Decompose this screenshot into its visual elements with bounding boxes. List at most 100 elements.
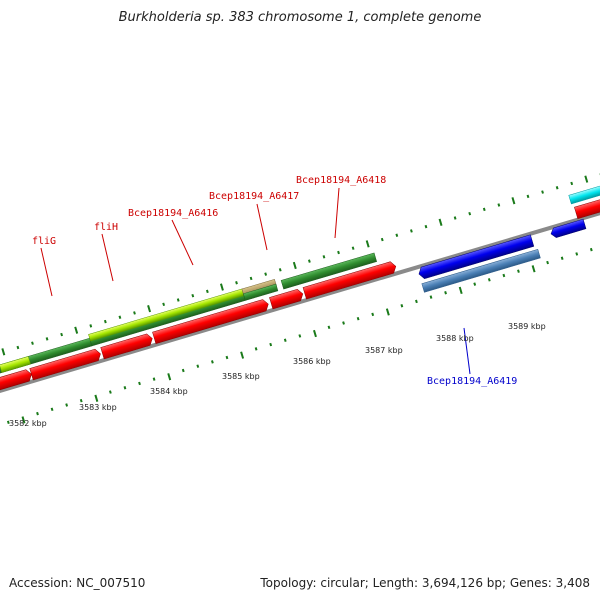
- cds-forward-3: [100, 333, 153, 360]
- tick-mark-bottom: [94, 394, 99, 402]
- tick-mark-top: [541, 190, 544, 194]
- tick-mark-bottom: [152, 377, 156, 381]
- tick-mark-bottom: [502, 273, 506, 278]
- tick-mark-top: [438, 218, 443, 226]
- tick-mark-bottom: [371, 312, 375, 317]
- tick-mark-top: [424, 224, 428, 229]
- tick-mark-top: [74, 326, 79, 334]
- tick-mark-bottom: [108, 390, 112, 394]
- tick-label: 3587 kbp: [365, 346, 403, 355]
- tick-mark-bottom: [254, 347, 258, 351]
- tick-mark-top: [176, 298, 180, 302]
- tick-mark-top: [133, 311, 136, 315]
- tick-mark-top: [89, 324, 93, 328]
- gene-label: Bcep18194_A6416: [128, 208, 218, 219]
- gene-cyan: [568, 183, 600, 205]
- tick-labels: 3582 kbp 3583 kbp 3584 kbp 3585 kbp 3586 kbp…: [9, 322, 546, 428]
- tick-mark-top: [337, 250, 340, 255]
- tick-label: 3589 kbp: [508, 322, 546, 331]
- tick-mark-top: [365, 240, 370, 248]
- tick-mark-top: [45, 337, 49, 341]
- tick-mark-bottom: [415, 299, 418, 304]
- tick-row-forward: [1, 173, 600, 356]
- tick-mark-top: [497, 203, 501, 207]
- cds-reverse-2: [550, 218, 587, 238]
- tick-mark-bottom: [36, 411, 39, 416]
- tick-mark-top: [16, 345, 20, 350]
- tick-mark-bottom: [50, 407, 54, 412]
- tick-mark-bottom: [313, 329, 317, 338]
- tick-mark-top: [453, 216, 457, 220]
- tick-mark-top: [482, 207, 486, 212]
- tick-mark-top: [219, 283, 224, 291]
- tick-mark-top: [555, 186, 559, 190]
- tick-label: 3584 kbp: [150, 387, 188, 396]
- tick-mark-top: [526, 194, 530, 199]
- tick-mark-top: [205, 289, 209, 294]
- tick-mark-bottom: [240, 351, 245, 359]
- gene-green-2: [0, 356, 31, 373]
- tick-mark-top: [147, 304, 152, 313]
- tick-mark-bottom: [6, 420, 10, 425]
- reverse-cds-row: [418, 218, 587, 279]
- tick-label: 3585 kbp: [222, 372, 260, 381]
- tick-mark-bottom: [327, 325, 331, 330]
- cds-forward-6: [302, 261, 397, 300]
- tick-mark-bottom: [400, 304, 404, 308]
- gene-green-5: [243, 283, 279, 301]
- tick-mark-bottom: [79, 398, 83, 403]
- tick-mark-top: [395, 233, 399, 237]
- tick-mark-top: [410, 229, 413, 233]
- tick-mark-bottom: [269, 342, 273, 347]
- tick-mark-bottom: [342, 321, 345, 325]
- tick-mark-bottom: [560, 256, 564, 260]
- tick-mark-top: [31, 341, 34, 345]
- tick-row-reverse: [6, 247, 593, 425]
- tick-mark-bottom: [211, 360, 214, 364]
- tick-mark-top: [235, 281, 238, 285]
- cds-forward-1: [0, 369, 32, 396]
- gene-label: Bcep18194_A6419: [427, 376, 517, 387]
- tick-mark-bottom: [429, 295, 433, 299]
- tick-mark-bottom: [531, 265, 536, 273]
- tick-mark-bottom: [21, 416, 26, 424]
- gene-label: fliH: [94, 222, 118, 233]
- tick-mark-top: [191, 293, 195, 298]
- tick-label: 3588 kbp: [436, 334, 474, 343]
- tick-label: 3582 kbp: [9, 419, 47, 428]
- cds-forward-2: [29, 348, 101, 381]
- tick-mark-bottom: [356, 316, 360, 321]
- tick-mark-bottom: [517, 269, 520, 273]
- tick-mark-top: [60, 332, 64, 337]
- tick-mark-bottom: [138, 381, 141, 386]
- tick-mark-top: [351, 246, 355, 250]
- tick-mark-top: [1, 348, 6, 356]
- gene-label: fliG: [32, 236, 56, 247]
- tick-mark-top: [278, 268, 282, 272]
- tick-mark-bottom: [575, 252, 579, 256]
- tick-mark-top: [103, 319, 107, 324]
- forward-cds-row: [0, 195, 600, 396]
- tick-mark-bottom: [283, 338, 287, 342]
- tick-mark-top: [380, 237, 384, 242]
- tick-mark-bottom: [225, 355, 229, 360]
- tick-mark-top: [292, 261, 297, 270]
- tick-mark-top: [584, 175, 589, 183]
- tick-label: 3586 kbp: [293, 357, 331, 366]
- tick-mark-bottom: [589, 247, 593, 252]
- tick-mark-top: [570, 181, 574, 186]
- tick-mark-bottom: [473, 282, 477, 286]
- tick-mark-top: [511, 197, 516, 205]
- tick-mark-top: [118, 315, 122, 319]
- tick-mark-bottom: [458, 286, 463, 295]
- tick-mark-bottom: [65, 403, 69, 407]
- cds-reverse-1: [418, 234, 535, 279]
- backbone-line: [0, 206, 600, 398]
- tick-mark-bottom: [546, 260, 549, 265]
- label-leaders: [40, 187, 471, 375]
- map-title: Burkholderia sp. 383 chromosome 1, compl…: [118, 10, 482, 25]
- gene-labels: fliG fliH Bcep18194_A6416 Bcep18194_A6417 Bc…: [32, 175, 517, 387]
- cds-forward-4: [152, 299, 269, 344]
- tick-mark-bottom: [487, 278, 491, 282]
